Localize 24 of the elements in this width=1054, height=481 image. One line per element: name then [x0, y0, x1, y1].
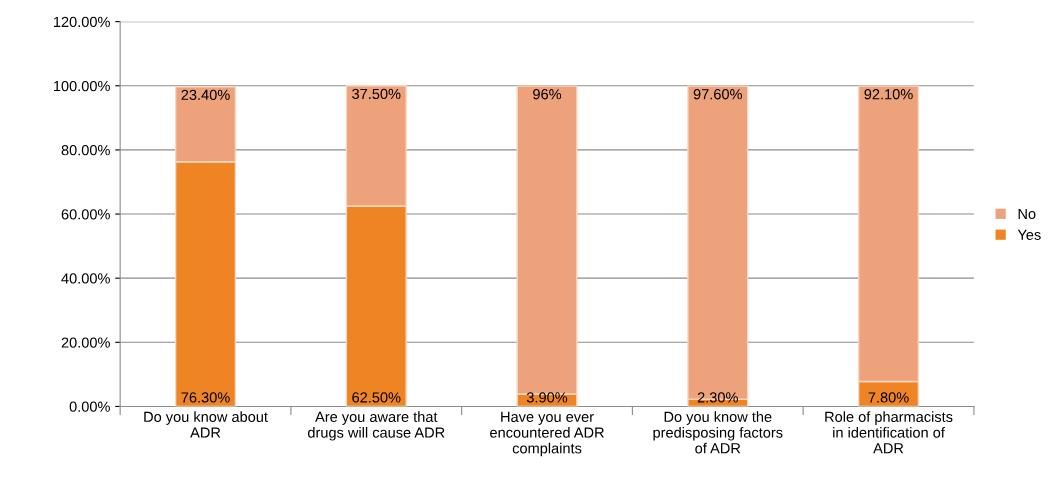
x-tick-label: Are you aware that drugs will cause ADR	[308, 411, 445, 441]
data-label: 76.30%	[181, 392, 230, 403]
y-tick-label: 40.00%	[61, 273, 110, 284]
y-tick-label: 80.00%	[61, 145, 110, 156]
data-label: 92.10%	[864, 89, 913, 100]
data-label: 2.30%	[697, 392, 738, 403]
x-tick-label: Do you know the predisposing factors of ADR	[653, 411, 783, 454]
y-tick-label: 0.00%	[69, 401, 110, 412]
y-tick-label: 100.00%	[53, 80, 110, 92]
data-label: 96%	[533, 89, 562, 100]
y-tick-label: 120.00%	[53, 16, 110, 28]
data-label: 7.80%	[868, 392, 909, 403]
legend-label: Yes	[1017, 229, 1041, 240]
x-tick-label: Have you ever encountered ADR complaints	[490, 411, 604, 457]
x-tick-label: Do you know about ADR	[144, 411, 268, 438]
legend-label: No	[1018, 208, 1036, 220]
data-label: 62.50%	[352, 392, 401, 403]
y-tick-label: 20.00%	[61, 337, 110, 348]
data-label: 37.50%	[352, 88, 401, 100]
data-label: 3.90%	[526, 392, 568, 403]
data-label: 23.40%	[181, 89, 230, 101]
y-tick-label: 60.00%	[61, 209, 110, 220]
x-tick-label: Role of pharmacists in identification of ADR	[825, 411, 953, 454]
data-label: 97.60%	[693, 89, 742, 100]
